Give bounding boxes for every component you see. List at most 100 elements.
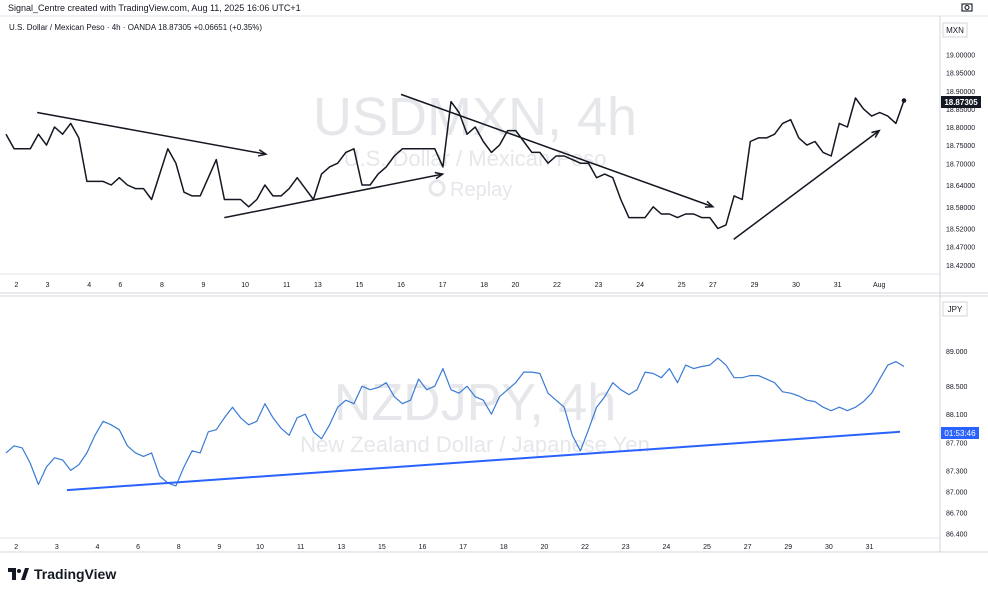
time-tick-label: 29 [784, 544, 792, 551]
time-tick-label: 3 [46, 282, 50, 289]
price-tick-label: 18.75000 [946, 143, 975, 150]
bottom-price-axis[interactable]: 89.000 88.500 88.100 87.700 87.300 87.000 86.7… [946, 349, 968, 539]
time-tick-label: 2 [14, 544, 18, 551]
price-line [5, 357, 905, 487]
time-tick-label: Aug [873, 282, 886, 289]
time-tick-label: 20 [541, 544, 549, 551]
price-tick-label: 88.500 [946, 384, 968, 391]
trend-arrows [37, 93, 881, 240]
time-tick-label: 2 [14, 282, 18, 289]
time-tick-label: 15 [378, 544, 386, 551]
replay-icon [428, 179, 446, 197]
usdmxn-panel[interactable]: USDMXN, 4h U.S. Dollar / Mexican Peso Re… [5, 22, 981, 289]
price-line [5, 97, 905, 230]
price-tick-label: 87.000 [946, 489, 968, 496]
price-tick-label: 18.90000 [946, 89, 975, 96]
price-tick-label: 18.42000 [946, 263, 975, 270]
time-tick-label: 25 [678, 282, 686, 289]
time-tick-label: 22 [553, 282, 561, 289]
last-price-badge [941, 96, 981, 108]
nzdjpy-series [5, 357, 905, 487]
replay-watermark: Replay [428, 179, 512, 201]
time-tick-label: 18 [500, 544, 508, 551]
countdown-label: 01:53:46 [944, 429, 976, 438]
time-tick-label: 10 [256, 544, 264, 551]
tradingview-logo[interactable]: TradingView [8, 566, 116, 582]
top-time-axis[interactable]: 2 3 4 6 8 9 10 11 13 15 16 17 18 20 22 23 24 25 27 29 30 31 Au… [14, 282, 885, 289]
time-tick-label: 13 [337, 544, 345, 551]
time-tick-label: 25 [703, 544, 711, 551]
nzdjpy-panel[interactable]: NZDJPY, 4h New Zealand Dollar / Japanese… [5, 301, 979, 551]
time-tick-label: 20 [511, 282, 519, 289]
currency-label: MXN [946, 26, 964, 35]
last-price-dot [901, 98, 907, 103]
price-tick-label: 18.64000 [946, 183, 975, 190]
chart-credit: Signal_Centre created with TradingView.c… [8, 3, 301, 13]
tradingview-logo-text: TradingView [34, 566, 117, 582]
time-tick-label: 24 [662, 544, 670, 551]
tradingview-logo-icon [8, 568, 29, 580]
price-tick-label: 87.300 [946, 468, 968, 475]
usdmxn-series [5, 97, 907, 230]
time-tick-label: 9 [202, 282, 206, 289]
time-tick-label: 10 [241, 282, 249, 289]
time-tick-label: 15 [356, 282, 364, 289]
price-tick-label: 19.00000 [946, 53, 975, 60]
price-tick-label: 86.400 [946, 532, 968, 539]
currency-label-2: JPY [948, 305, 963, 314]
ohlc-info: 18.87305 +0.06651 (+0.35%) [158, 23, 262, 32]
replay-label: Replay [450, 179, 512, 201]
time-tick-label: 17 [439, 282, 447, 289]
trend-arrow[interactable] [37, 111, 268, 157]
currency-box-2[interactable] [942, 301, 968, 317]
time-tick-label: 6 [136, 544, 140, 551]
watermark-symbol-2: NZDJPY, 4h [334, 374, 616, 432]
time-tick-label: 29 [751, 282, 759, 289]
time-tick-label: 30 [792, 282, 800, 289]
price-tick-label: 89.000 [946, 349, 968, 356]
price-tick-label: 86.700 [946, 511, 968, 518]
price-tick-label: 18.70000 [946, 161, 975, 168]
time-tick-label: 27 [709, 282, 717, 289]
time-tick-label: 23 [622, 544, 630, 551]
price-tick-label: 18.85000 [946, 107, 975, 114]
time-tick-label: 31 [866, 544, 874, 551]
symbol-info: U.S. Dollar / Mexican Peso · 4h · OANDA [9, 23, 157, 32]
time-tick-label: 16 [397, 282, 405, 289]
price-tick-label: 18.80000 [946, 125, 975, 132]
price-tick-label: 18.47000 [946, 245, 975, 252]
price-tick-label: 88.100 [946, 412, 968, 419]
time-tick-label: 11 [283, 282, 290, 289]
time-tick-label: 23 [595, 282, 603, 289]
trend-arrow[interactable] [400, 93, 715, 208]
trend-arrow[interactable] [733, 129, 881, 240]
bottom-time-axis[interactable]: 2 3 4 6 8 9 10 11 13 15 16 17 18 20 22 23 24 25 27 29 30 31 [14, 544, 873, 551]
price-tick-label: 18.58000 [946, 205, 975, 212]
time-tick-label: 30 [825, 544, 833, 551]
time-tick-label: 8 [177, 544, 181, 551]
camera-icon[interactable] [960, 0, 974, 14]
time-tick-label: 17 [459, 544, 467, 551]
support-trendline-line[interactable] [66, 430, 901, 492]
time-tick-label: 8 [160, 282, 164, 289]
time-tick-label: 24 [636, 282, 644, 289]
currency-box[interactable] [942, 22, 968, 38]
trend-arrow[interactable] [224, 171, 445, 219]
price-tick-label: 87.700 [946, 440, 968, 447]
top-price-axis[interactable]: 19.00000 18.95000 18.90000 18.85000 18.80000… [946, 53, 975, 270]
support-trendline [66, 430, 901, 492]
time-tick-label: 4 [87, 282, 91, 289]
time-tick-label: 6 [118, 282, 122, 289]
watermark-name: U.S. Dollar / Mexican Peso [344, 146, 607, 171]
time-tick-label: 4 [95, 544, 99, 551]
time-tick-label: 11 [297, 544, 304, 551]
time-tick-label: 16 [419, 544, 427, 551]
last-price-label: 18.87305 [944, 98, 978, 107]
time-tick-label: 31 [834, 282, 842, 289]
time-tick-label: 18 [480, 282, 488, 289]
price-tick-label: 18.52000 [946, 227, 975, 234]
watermark-symbol: USDMXN, 4h [313, 87, 637, 147]
countdown-badge [941, 427, 979, 439]
time-tick-label: 9 [217, 544, 221, 551]
